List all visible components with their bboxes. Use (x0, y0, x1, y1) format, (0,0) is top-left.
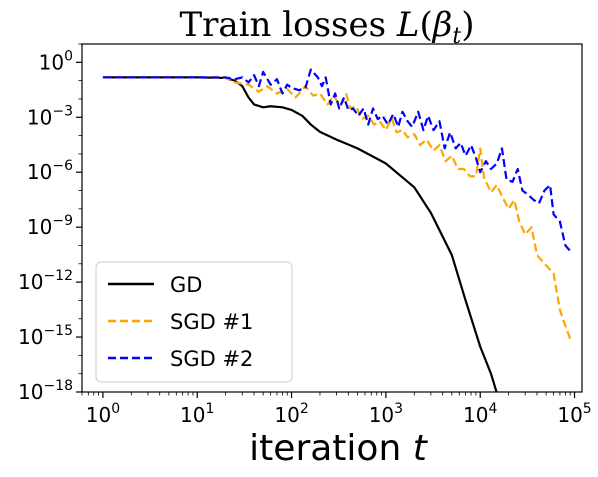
legend-label-2: SGD #1 (170, 310, 253, 334)
chart-title-close-paren: ) (461, 5, 474, 45)
y-tick-label-0: 100 (39, 48, 73, 74)
legend-label-3: SGD #2 (170, 347, 253, 371)
y-tick-label-3: 10−9 (27, 213, 73, 239)
legend: GD SGD #1 SGD #2 (95, 261, 293, 383)
axes-frame (81, 43, 583, 393)
chart-title: Train losses L(βt) (179, 5, 474, 49)
y-tick-label-1: 10−3 (27, 103, 73, 129)
chart-title-open-paren: ( (419, 5, 432, 45)
y-tick-label-6: 10−18 (18, 378, 73, 404)
y-tick-label-2: 10−6 (27, 158, 73, 184)
x-tick-label-1: 101 (180, 401, 214, 427)
x-tick-label-2: 102 (274, 401, 308, 427)
y-tick-label-4: 10−12 (18, 268, 73, 294)
x-axis-label: iteration t (249, 428, 429, 469)
series-line-1 (102, 76, 498, 392)
chart-title-func: L (396, 5, 420, 45)
x-axis-label-var: t (413, 428, 429, 469)
axes-group: 100 101 102 103 104 105 100 10−3 10−6 10−9 10−12 10… (18, 43, 592, 427)
series-line-2 (102, 76, 572, 340)
x-tick-label-4: 104 (463, 401, 497, 427)
chart-title-text: Train losses (179, 5, 396, 45)
series-line-3 (102, 68, 572, 252)
y-tick-label-5: 10−15 (18, 323, 73, 349)
chart-title-sub: t (452, 24, 461, 49)
chart-title-var: β (431, 5, 453, 45)
x-tick-label-5: 105 (557, 401, 591, 427)
x-axis-label-text: iteration (249, 428, 413, 469)
series-group (102, 68, 572, 392)
x-tick-label-0: 100 (86, 401, 120, 427)
x-tick-label-3: 103 (369, 401, 403, 427)
legend-box (95, 261, 293, 383)
legend-label-1: GD (170, 273, 202, 297)
